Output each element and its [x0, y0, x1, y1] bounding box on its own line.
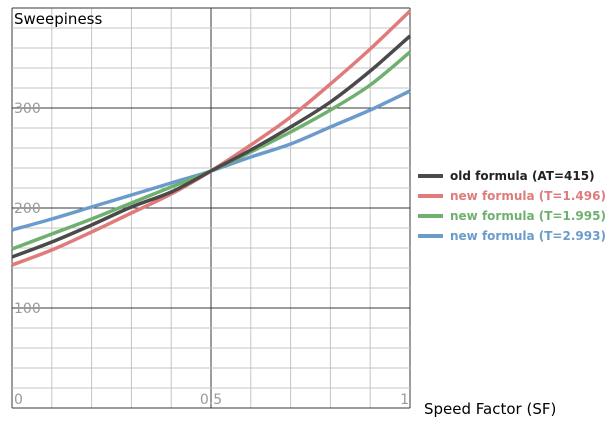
x-tick-label: 0.5 — [200, 392, 222, 408]
y-tick-label: 100 — [14, 301, 41, 317]
y-tick-label: 200 — [14, 201, 41, 217]
legend: old formula (AT=415) new formula (T=1.496… — [418, 169, 606, 243]
legend-label: new formula (T=2.993) — [450, 229, 606, 243]
legend-label: new formula (T=1.496) — [450, 189, 606, 203]
x-tick-label: 1 — [400, 392, 409, 408]
series-lines — [11, 9, 412, 267]
y-axis-label: Sweepiness — [14, 10, 102, 28]
grid — [11, 7, 411, 409]
y-tick-label: 300 — [14, 101, 41, 117]
series-line-1 — [11, 34, 412, 259]
tick-labels: 0 0.5 1 100 200 300 — [14, 101, 409, 408]
legend-label: new formula (T=1.995) — [450, 209, 606, 223]
x-tick-label: 0 — [14, 392, 23, 408]
legend-label: old formula (AT=415) — [450, 169, 595, 183]
x-axis-label: Speed Factor (SF) — [424, 400, 556, 418]
